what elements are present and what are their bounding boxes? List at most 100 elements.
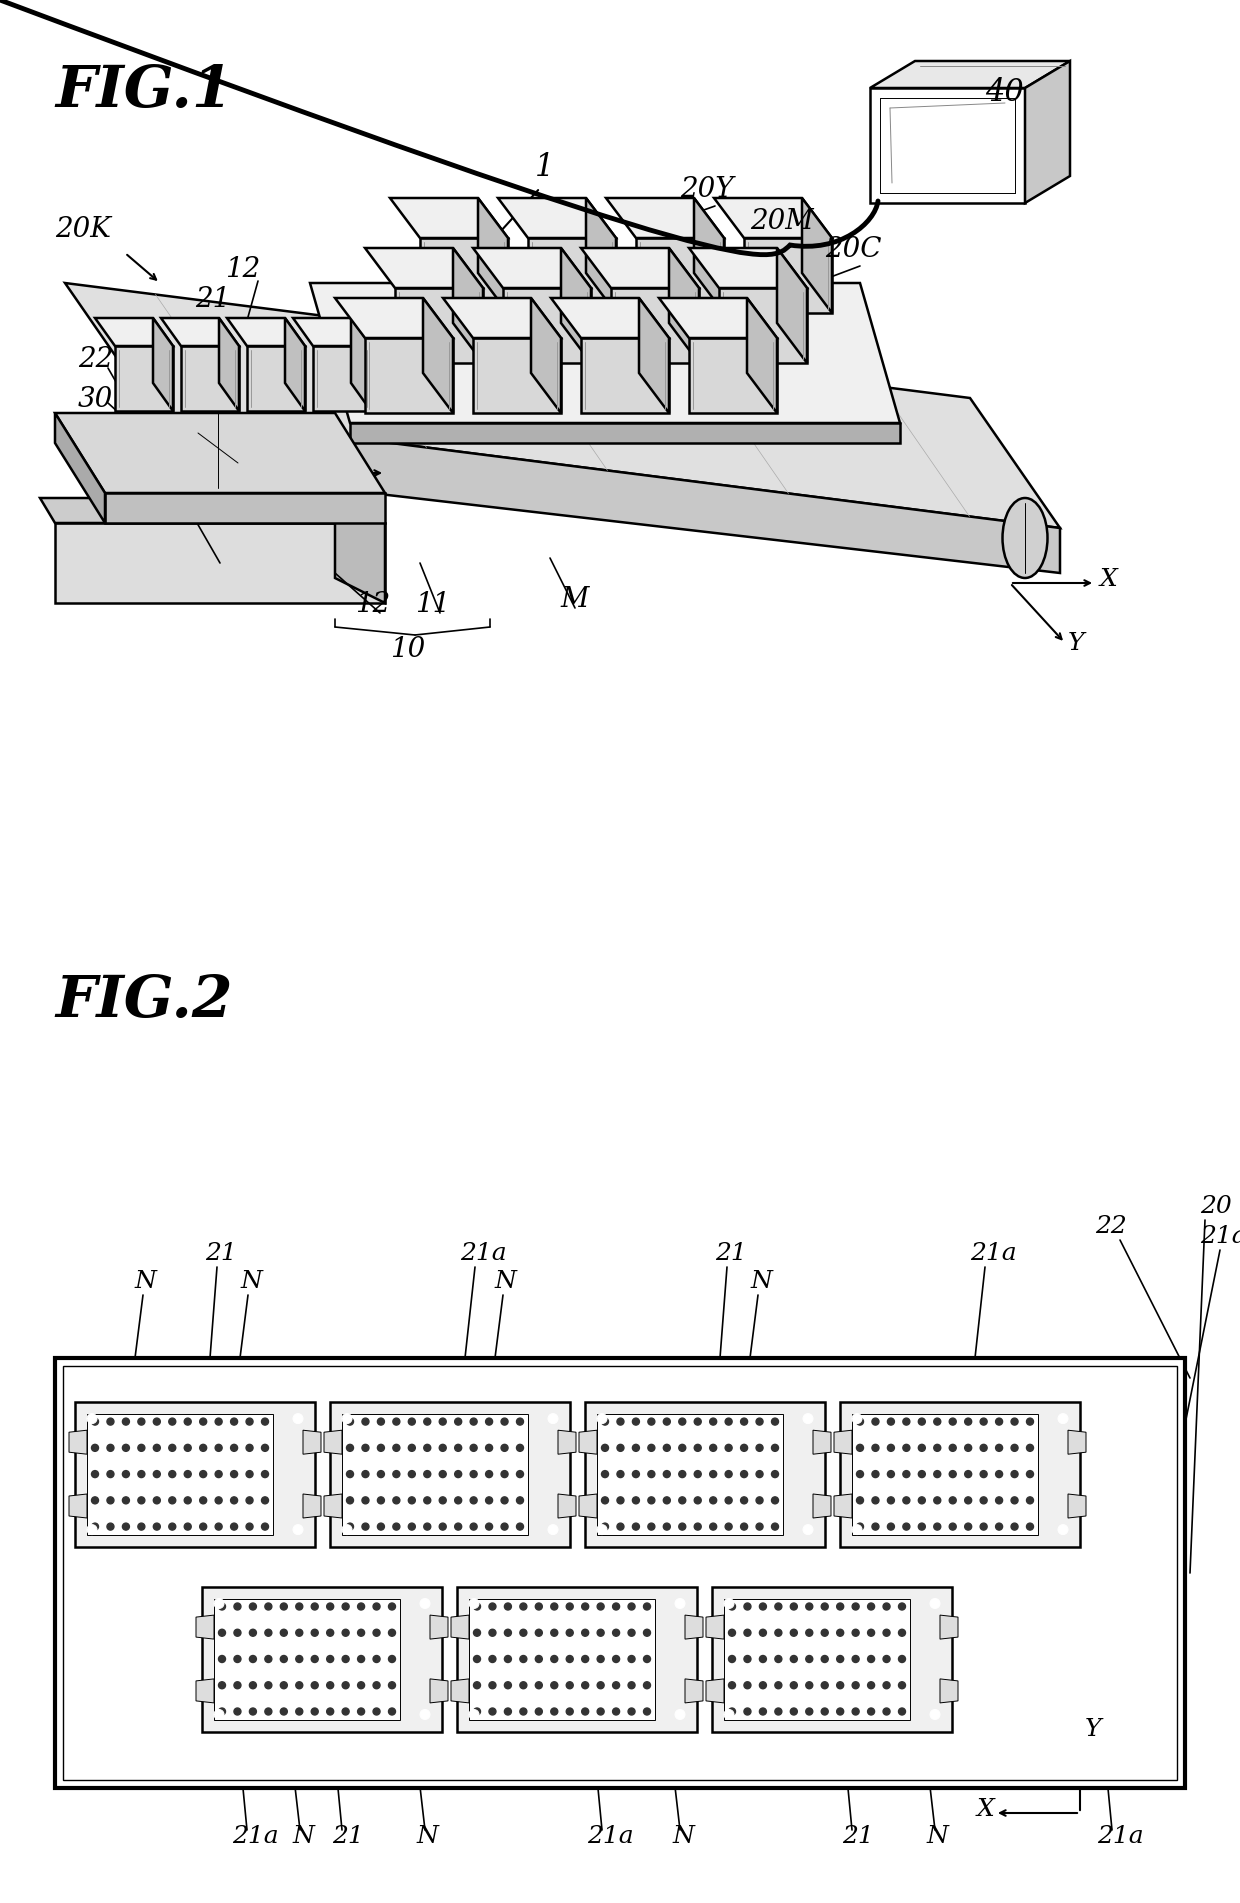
Circle shape	[980, 1522, 987, 1530]
Circle shape	[373, 1602, 379, 1610]
Circle shape	[311, 1629, 319, 1637]
Circle shape	[821, 1602, 828, 1610]
Circle shape	[231, 1498, 238, 1503]
Circle shape	[806, 1709, 812, 1715]
Circle shape	[388, 1629, 396, 1637]
Circle shape	[470, 1522, 477, 1530]
Circle shape	[775, 1709, 782, 1715]
Circle shape	[154, 1471, 160, 1477]
Circle shape	[200, 1498, 207, 1503]
Circle shape	[249, 1602, 257, 1610]
Circle shape	[601, 1471, 609, 1477]
Circle shape	[342, 1602, 350, 1610]
Polygon shape	[69, 1431, 87, 1454]
Polygon shape	[606, 198, 724, 238]
Circle shape	[632, 1471, 640, 1477]
Text: X: X	[1100, 567, 1117, 592]
Circle shape	[596, 1414, 608, 1423]
Circle shape	[393, 1522, 399, 1530]
Polygon shape	[324, 1494, 342, 1519]
Circle shape	[852, 1629, 859, 1637]
Polygon shape	[196, 1616, 215, 1638]
Circle shape	[740, 1418, 748, 1425]
Circle shape	[601, 1498, 609, 1503]
Circle shape	[965, 1522, 972, 1530]
Circle shape	[950, 1522, 956, 1530]
Circle shape	[501, 1444, 508, 1452]
Circle shape	[107, 1498, 114, 1503]
Polygon shape	[777, 247, 807, 363]
Polygon shape	[477, 198, 508, 312]
Circle shape	[346, 1498, 353, 1503]
Circle shape	[596, 1524, 608, 1534]
Bar	[63, 1366, 1177, 1779]
Circle shape	[169, 1498, 176, 1503]
Circle shape	[934, 1418, 941, 1425]
Circle shape	[357, 1709, 365, 1715]
Circle shape	[868, 1602, 874, 1610]
Circle shape	[775, 1629, 782, 1637]
Circle shape	[775, 1602, 782, 1610]
Text: Y: Y	[1085, 1718, 1101, 1741]
Text: N: N	[135, 1269, 157, 1292]
Circle shape	[154, 1498, 160, 1503]
Text: 20Y: 20Y	[680, 175, 734, 204]
Circle shape	[678, 1498, 686, 1503]
Circle shape	[342, 1629, 350, 1637]
Circle shape	[138, 1418, 145, 1425]
Circle shape	[868, 1682, 874, 1688]
Circle shape	[647, 1522, 655, 1530]
Circle shape	[138, 1471, 145, 1477]
Circle shape	[1011, 1522, 1018, 1530]
Polygon shape	[503, 287, 591, 363]
Circle shape	[357, 1656, 365, 1663]
Circle shape	[729, 1682, 735, 1688]
Circle shape	[644, 1709, 651, 1715]
Circle shape	[123, 1471, 129, 1477]
Circle shape	[930, 1709, 940, 1720]
Circle shape	[950, 1471, 956, 1477]
Polygon shape	[582, 247, 699, 287]
Circle shape	[123, 1522, 129, 1530]
Circle shape	[1011, 1444, 1018, 1452]
Circle shape	[388, 1656, 396, 1663]
Polygon shape	[813, 1431, 831, 1454]
Circle shape	[455, 1522, 461, 1530]
Circle shape	[218, 1602, 226, 1610]
Circle shape	[489, 1682, 496, 1688]
Polygon shape	[706, 1616, 724, 1638]
Circle shape	[790, 1629, 797, 1637]
Circle shape	[903, 1418, 910, 1425]
Circle shape	[489, 1656, 496, 1663]
Circle shape	[520, 1656, 527, 1663]
Bar	[839, 1403, 1080, 1547]
Bar	[596, 1414, 782, 1534]
Circle shape	[474, 1656, 481, 1663]
Circle shape	[548, 1524, 558, 1534]
Circle shape	[756, 1498, 763, 1503]
Text: 12: 12	[355, 592, 391, 618]
Circle shape	[218, 1682, 226, 1688]
Circle shape	[357, 1602, 365, 1610]
Circle shape	[852, 1682, 859, 1688]
Circle shape	[888, 1498, 894, 1503]
Polygon shape	[350, 422, 900, 443]
Circle shape	[408, 1418, 415, 1425]
Circle shape	[215, 1599, 224, 1608]
Circle shape	[486, 1444, 492, 1452]
Circle shape	[883, 1709, 890, 1715]
Circle shape	[775, 1682, 782, 1688]
Text: 21: 21	[195, 285, 231, 312]
Circle shape	[262, 1444, 269, 1452]
Circle shape	[647, 1418, 655, 1425]
Circle shape	[729, 1656, 735, 1663]
Circle shape	[582, 1709, 589, 1715]
Circle shape	[424, 1471, 430, 1477]
Circle shape	[709, 1471, 717, 1477]
Circle shape	[919, 1444, 925, 1452]
Circle shape	[872, 1444, 879, 1452]
Circle shape	[919, 1498, 925, 1503]
Text: N: N	[495, 1269, 517, 1292]
Circle shape	[996, 1418, 1003, 1425]
Polygon shape	[64, 284, 1060, 527]
